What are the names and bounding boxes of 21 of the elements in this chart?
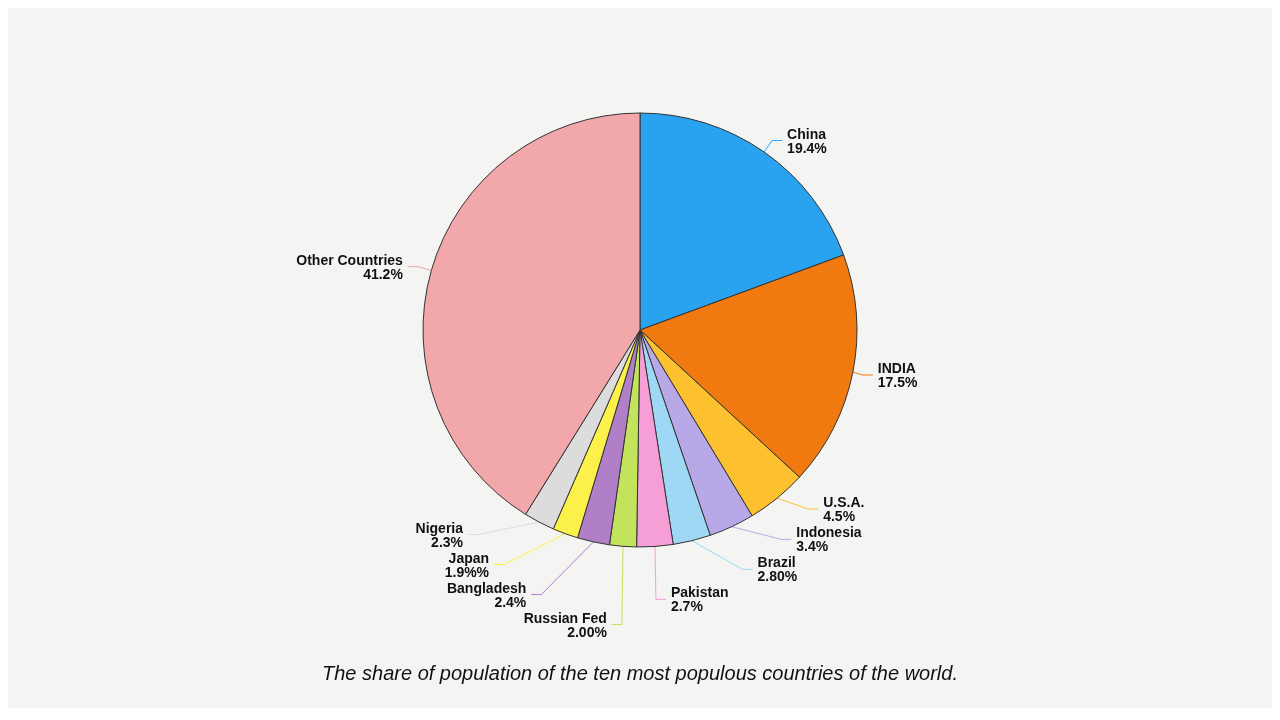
data-label: 2.7% [670,598,704,615]
slice-label: Pakistan [670,584,729,601]
data-label: 17.5% [877,374,919,391]
slice-label: Brazil [757,554,796,571]
data-label: 2.80% [757,568,798,585]
text: The share of population of the ten most populous countries of the world. [322,662,958,684]
data-label: 2.00% [567,623,608,640]
data-label: 3.4% [796,538,829,555]
slice-label: U.S.A. [823,494,865,511]
slice-label: Indonesia [796,524,862,541]
slice-label: Nigeria [415,519,464,536]
slice-label: INDIA [877,360,916,377]
slice-label: Bangladesh [446,579,527,596]
data-label: 2.4% [494,593,527,610]
data-label: 4.5% [823,508,856,525]
slice-label: Russian Fed [523,609,607,626]
slice-label: Other Countries [296,251,404,268]
data-label: 19.4% [787,139,828,156]
data-label: 41.2% [363,265,404,282]
slice-label: China [787,125,827,142]
slice-label: Japan [448,549,490,566]
